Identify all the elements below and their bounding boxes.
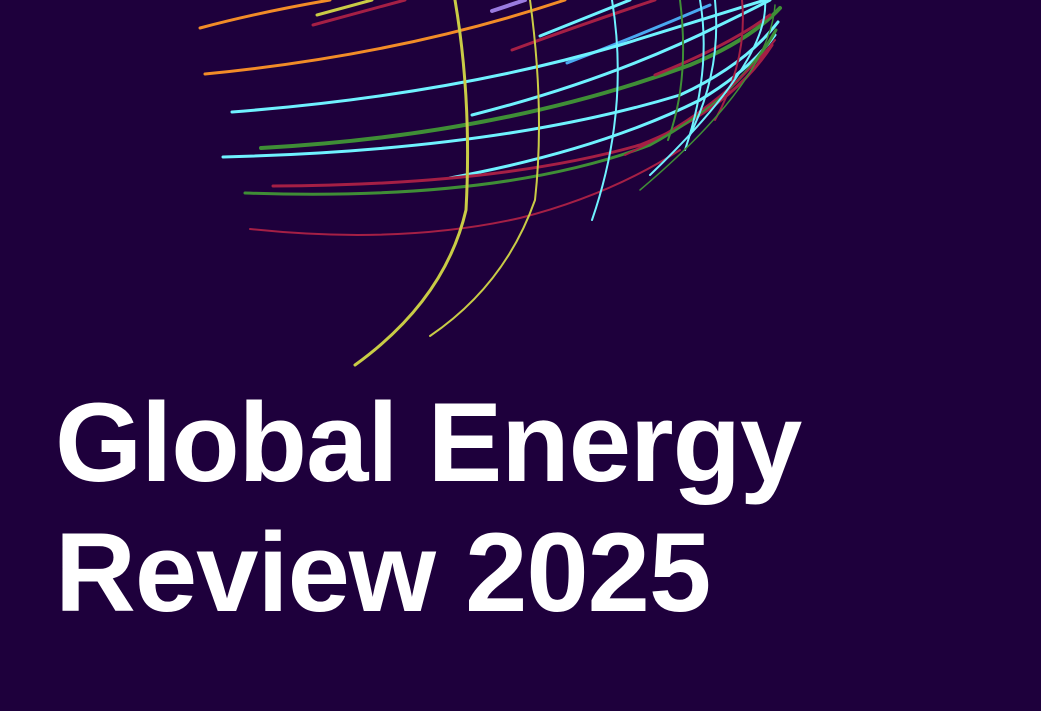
arc-cyan-short — [538, 0, 632, 38]
arc-crimson-3 — [653, 13, 772, 77]
arc-cyan-1 — [230, 0, 767, 114]
page-title: Global Energy Review 2025 — [55, 378, 802, 638]
arc-orange-1 — [198, 0, 332, 30]
arc-crimson-6 — [624, 39, 776, 156]
arc-crimson-2 — [510, 0, 657, 52]
arc-cyan-2 — [470, 0, 772, 117]
arc-crimson-4 — [271, 43, 774, 188]
title-line-2: Review 2025 — [55, 510, 711, 635]
meridian-cyan-1 — [591, 0, 619, 221]
meridian-crimson-1 — [714, 0, 744, 121]
meridian-green-1 — [667, 0, 685, 141]
meridian-green-2 — [639, 4, 776, 191]
meridian-cyan-4 — [649, 0, 767, 176]
meridian-yellow-2 — [429, 0, 540, 337]
title-line-1: Global Energy — [55, 380, 802, 505]
arc-orange-2 — [203, 0, 567, 76]
meridian-cyan-3 — [689, 0, 718, 136]
arc-crimson-short — [311, 0, 407, 27]
arc-cyan-3 — [221, 20, 780, 159]
arc-yellow-short — [315, 0, 374, 17]
arc-green-1 — [259, 6, 782, 150]
arc-purple-short — [490, 0, 527, 13]
meridian-yellow-1 — [353, 0, 470, 367]
arc-crimson-5 — [249, 149, 681, 236]
